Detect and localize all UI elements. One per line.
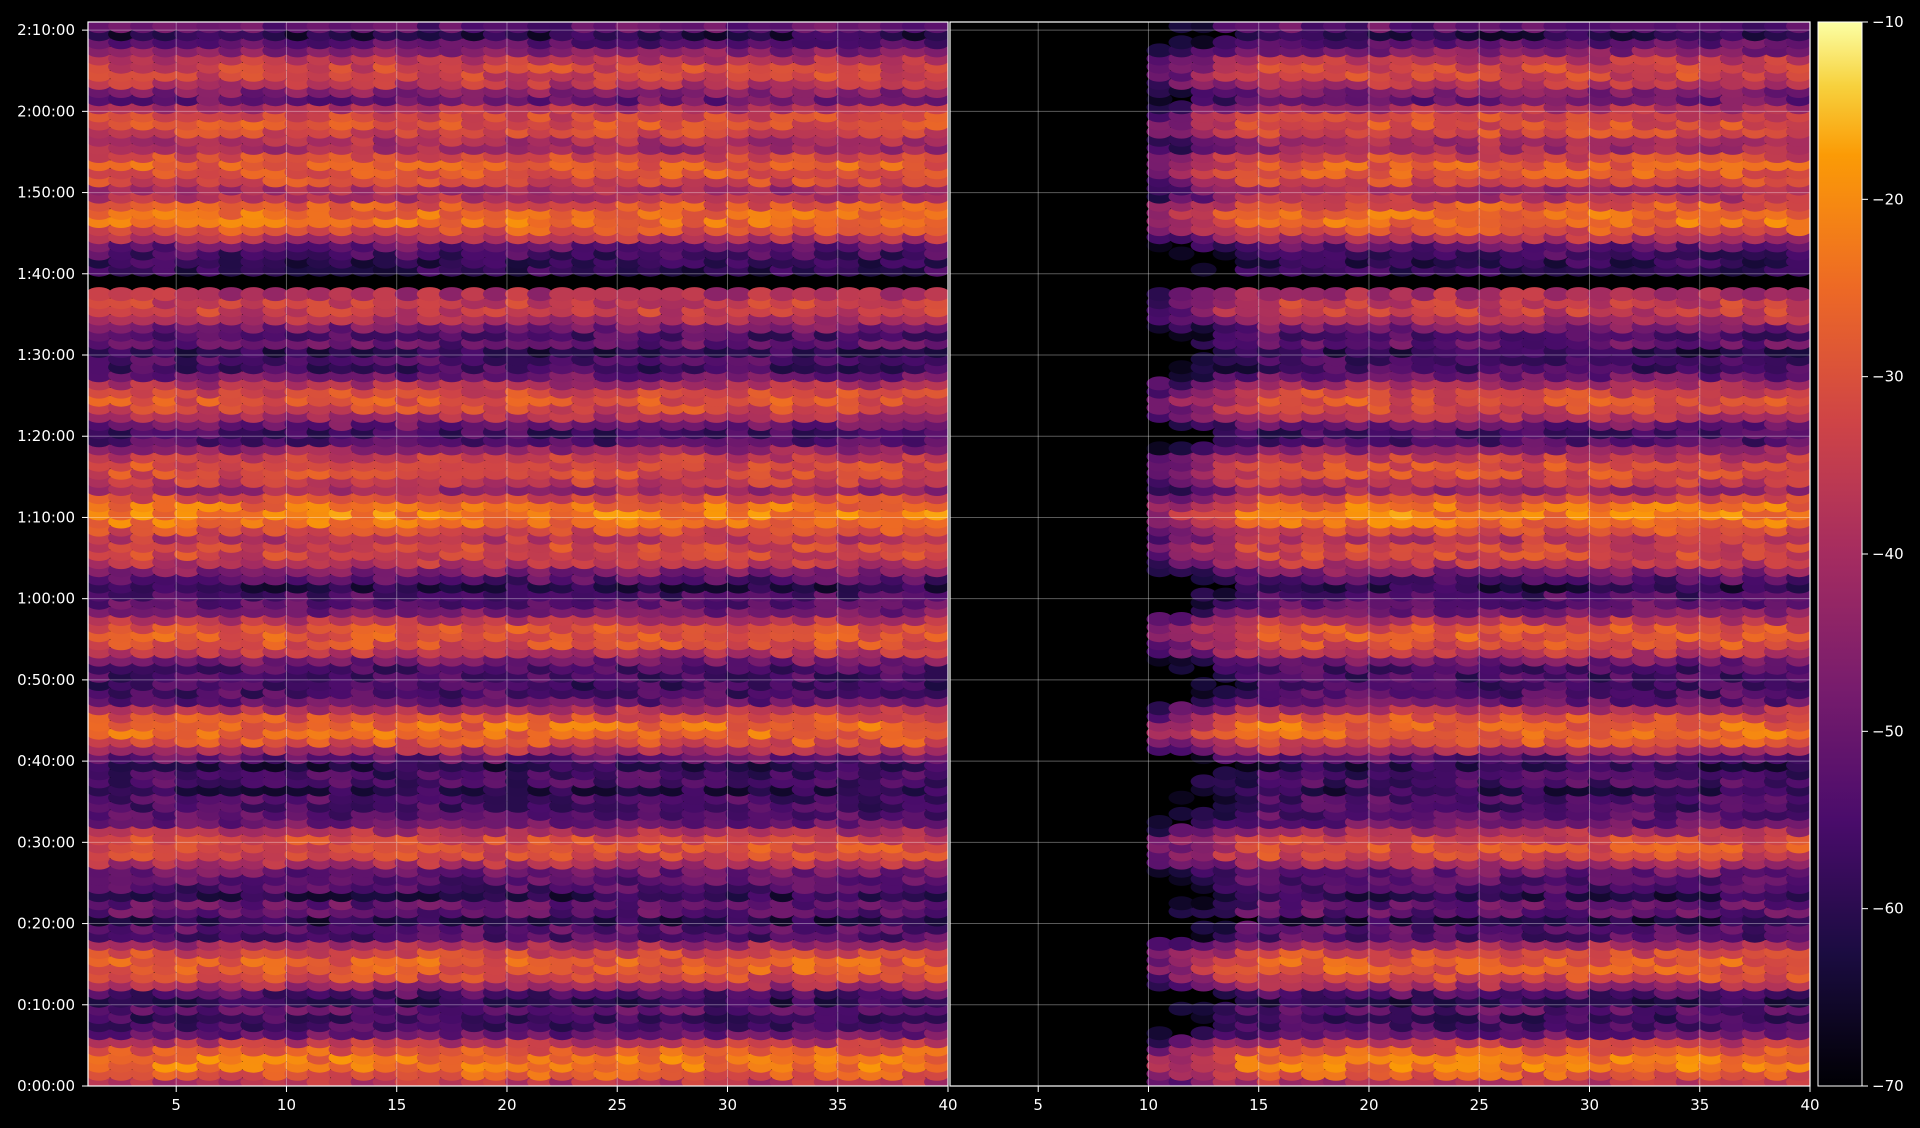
heatmap-cell bbox=[857, 287, 884, 302]
heatmap-cell bbox=[549, 287, 576, 302]
heatmap-cell bbox=[769, 287, 796, 302]
heatmap-cell bbox=[924, 287, 948, 302]
left-heatmap-cells bbox=[88, 22, 948, 1086]
heatmap-cell bbox=[637, 287, 664, 302]
left-spectrogram-panel bbox=[87, 21, 949, 1087]
